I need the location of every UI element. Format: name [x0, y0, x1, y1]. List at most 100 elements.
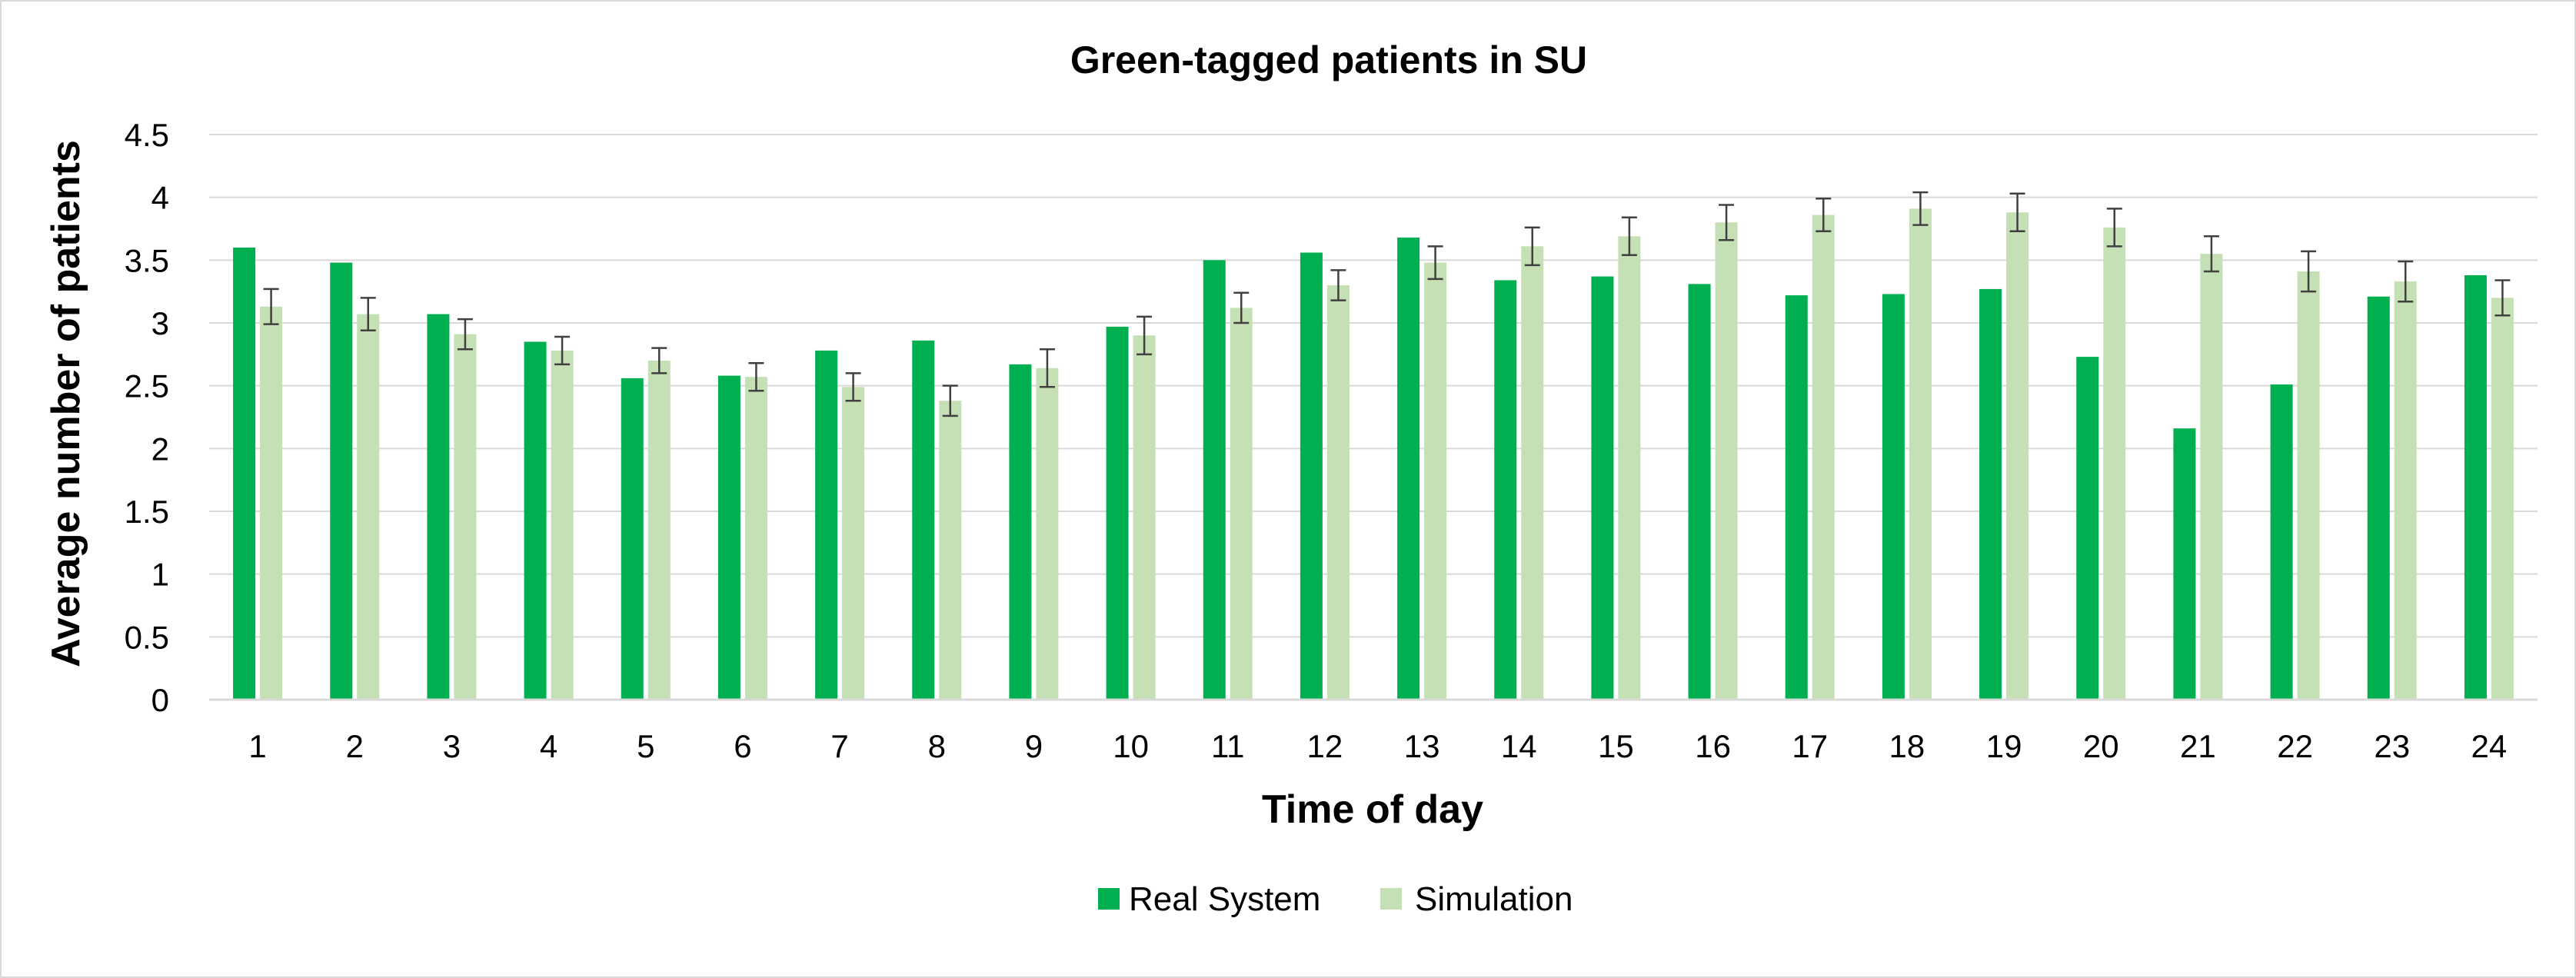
error-bar-simulation [263, 288, 279, 325]
x-tick-label: 16 [1695, 728, 1731, 764]
x-tick-label: 19 [1986, 728, 2022, 764]
x-tick-label: 8 [928, 728, 946, 764]
x-tick-label: 4 [540, 728, 557, 764]
legend-label-simulation: Simulation [1415, 880, 1573, 918]
bar-simulation [1326, 285, 1350, 700]
x-tick-label: 7 [830, 728, 848, 764]
x-tick-labels: 1 2 3 4 5 6 7 8 9 10 11 12 13 14 15 16 17 18 19 20 21 22 23 24 [248, 728, 2507, 764]
bar-real-system [1494, 280, 1517, 700]
bar-real-system [233, 248, 256, 700]
y-tick-label: 1 [151, 557, 169, 593]
bar-real-system [330, 262, 353, 700]
bar-real-system [1688, 284, 1711, 700]
chart-title: Green-tagged patients in SU [1070, 38, 1587, 82]
bar-real-system [621, 378, 644, 700]
y-tick-label: 4 [151, 180, 169, 216]
x-tick-label: 1 [248, 728, 266, 764]
y-tick-label: 1.5 [125, 494, 169, 530]
error-bar-simulation [1427, 245, 1443, 281]
x-tick-label: 6 [734, 728, 751, 764]
legend: Real System Simulation [1098, 880, 1573, 918]
legend-label-real-system: Real System [1129, 880, 1320, 918]
x-tick-label: 12 [1307, 728, 1343, 764]
bar-simulation [2103, 227, 2126, 700]
y-tick-label: 4.5 [125, 117, 169, 153]
bar-real-system [2367, 296, 2390, 700]
bar-simulation [647, 361, 671, 700]
bar-real-system [524, 341, 547, 700]
x-tick-label: 10 [1113, 728, 1149, 764]
error-bar-simulation [651, 347, 667, 374]
error-bar-simulation [1233, 291, 1250, 324]
bar-real-system [717, 375, 741, 700]
error-bar-simulation [457, 318, 473, 351]
error-bar-simulation [1719, 204, 1735, 241]
legend-swatch-simulation [1380, 888, 1402, 910]
bar-real-system [2270, 384, 2293, 700]
bar-simulation [939, 401, 962, 700]
bar-simulation [2200, 254, 2223, 700]
bar-simulation [744, 377, 767, 700]
bar-real-system [1009, 364, 1032, 700]
gridlines [209, 134, 2538, 638]
error-bar-simulation [1524, 226, 1540, 267]
bar-simulation [2297, 271, 2320, 700]
y-tick-label: 2 [151, 431, 169, 467]
error-bar-simulation [1621, 216, 1637, 257]
bar-real-system [1203, 260, 1226, 700]
error-bar-simulation [1137, 315, 1153, 356]
x-tick-label: 15 [1598, 728, 1634, 764]
x-tick-label: 3 [443, 728, 461, 764]
x-tick-label: 13 [1404, 728, 1440, 764]
error-bar-simulation [1039, 348, 1055, 388]
bar-simulation [1230, 308, 1253, 700]
bar-real-system [1979, 288, 2002, 700]
bars [233, 208, 2514, 700]
x-tick-label: 5 [637, 728, 654, 764]
error-bar-simulation [2494, 279, 2511, 317]
bar-real-system [427, 314, 450, 700]
y-tick-label: 3 [151, 305, 169, 341]
error-bar-simulation [1330, 269, 1346, 301]
bar-simulation [260, 306, 283, 700]
bar-simulation [1909, 208, 1932, 700]
bar-real-system [1397, 237, 1420, 700]
error-bars [263, 191, 2511, 417]
y-tick-label: 0.5 [125, 619, 169, 655]
bar-simulation [1133, 335, 1156, 700]
y-tick-labels: 0 0.5 1 1.5 2 2.5 3 3.5 4 4.5 [125, 117, 169, 718]
bar-real-system [2464, 274, 2487, 700]
y-tick-label: 0 [151, 682, 169, 718]
bar-simulation [1812, 215, 1835, 700]
x-tick-label: 2 [346, 728, 364, 764]
bar-real-system [1300, 252, 1323, 700]
x-tick-label: 17 [1792, 728, 1828, 764]
error-bar-simulation [2301, 250, 2317, 293]
bar-real-system [2076, 357, 2099, 700]
x-tick-label: 18 [1889, 728, 1925, 764]
error-bar-simulation [2106, 208, 2122, 248]
bar-simulation [2006, 212, 2029, 700]
y-tick-label: 3.5 [125, 242, 169, 278]
y-tick-label: 2.5 [125, 368, 169, 404]
x-tick-label: 22 [2277, 728, 2313, 764]
bar-real-system [1591, 276, 1614, 700]
bar-real-system [912, 340, 935, 700]
error-bar-simulation [360, 297, 376, 332]
error-bar-simulation [554, 335, 571, 366]
bar-real-system [1882, 294, 1905, 700]
bar-simulation [551, 350, 574, 700]
bar-real-system [2173, 428, 2196, 700]
x-tick-label: 21 [2180, 728, 2216, 764]
legend-swatch-real-system [1098, 888, 1120, 910]
bar-real-system [1106, 326, 1129, 700]
bar-simulation [1424, 262, 1447, 700]
bar-real-system [815, 350, 838, 700]
error-bar-simulation [2398, 260, 2414, 303]
bar-simulation [454, 334, 477, 700]
x-axis-title: Time of day [1262, 787, 1483, 832]
x-tick-label: 14 [1501, 728, 1537, 764]
error-bar-simulation [748, 362, 764, 392]
bar-simulation [842, 387, 865, 700]
